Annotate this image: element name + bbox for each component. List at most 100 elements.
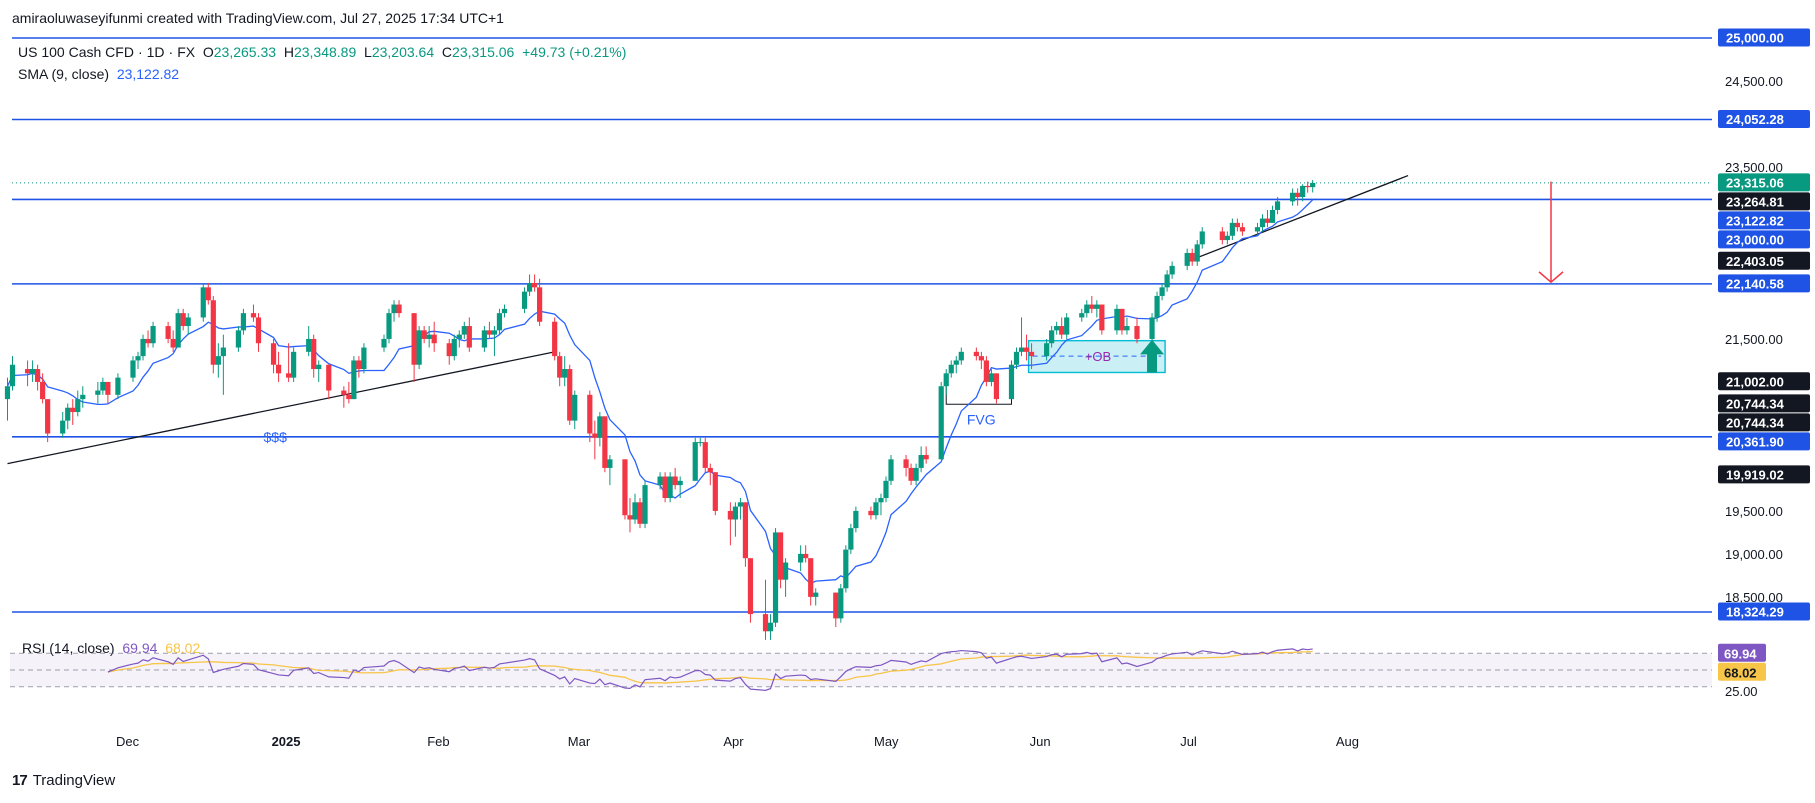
candle[interactable] [351,356,357,400]
candle[interactable] [1224,231,1230,245]
candle[interactable] [210,295,216,374]
candle[interactable] [170,330,176,352]
candle[interactable] [40,373,46,404]
candle[interactable] [918,446,924,473]
candle[interactable] [1094,300,1100,318]
candle[interactable] [1008,360,1015,400]
candle[interactable] [597,412,603,447]
candle[interactable] [642,480,648,529]
candle[interactable] [557,351,563,387]
candle[interactable] [953,356,959,374]
candle[interactable] [667,472,673,503]
candle[interactable] [883,476,889,503]
candle[interactable] [1295,188,1301,206]
candle[interactable] [200,283,206,322]
candle[interactable] [1300,184,1306,202]
candle[interactable] [562,356,568,387]
candle[interactable] [456,330,462,348]
candle[interactable] [1264,209,1271,228]
candle[interactable] [165,321,171,344]
candle[interactable] [531,274,538,292]
trendline[interactable] [1186,174,1409,263]
candle[interactable] [1079,308,1085,322]
candle[interactable] [180,308,186,331]
candle[interactable] [1259,214,1266,232]
candle[interactable] [175,308,181,348]
candle[interactable] [993,373,1000,404]
candle[interactable] [1234,218,1240,232]
sma-legend[interactable]: SMA (9, close) 23,122.82 [18,66,179,82]
candle[interactable] [727,502,733,546]
rsi-ma-line[interactable] [107,650,1313,684]
candle[interactable] [702,437,708,473]
candle[interactable] [1149,313,1155,344]
candle[interactable] [908,463,914,486]
candle[interactable] [913,463,919,486]
candle[interactable] [65,403,71,430]
candle[interactable] [1084,300,1090,318]
candle[interactable] [803,545,809,563]
candle[interactable] [4,377,11,421]
candle[interactable] [1189,248,1195,266]
candle[interactable] [9,356,16,391]
candle[interactable] [712,472,718,516]
candle[interactable] [501,304,508,318]
candle[interactable] [772,528,779,627]
candle[interactable] [215,343,221,378]
candle[interactable] [938,381,944,460]
candle[interactable] [1229,218,1235,241]
candle[interactable] [888,455,894,486]
candle[interactable] [637,498,643,529]
candle[interactable] [220,334,226,395]
candle[interactable] [150,321,156,348]
candle[interactable] [868,506,874,520]
candle[interactable] [491,326,498,357]
candle[interactable] [45,399,51,443]
candle[interactable] [416,326,422,370]
candle[interactable] [60,412,66,438]
candle[interactable] [747,558,754,623]
candle[interactable] [1099,304,1105,335]
candle[interactable] [948,360,954,378]
candle[interactable] [988,369,995,387]
candle[interactable] [632,493,638,524]
candle[interactable] [983,356,989,387]
candle[interactable] [95,381,101,404]
candle[interactable] [838,583,844,623]
symbol-name[interactable]: US 100 Cash CFD [18,44,134,60]
candle[interactable] [235,326,242,352]
candle[interactable] [923,446,929,464]
candle[interactable] [1119,308,1125,335]
candle[interactable] [1169,261,1175,279]
candle[interactable] [1159,283,1165,301]
candle[interactable] [130,356,136,382]
candle[interactable] [1184,248,1190,271]
candle[interactable] [291,347,297,382]
candle[interactable] [1114,304,1120,335]
candle[interactable] [662,472,668,503]
candle[interactable] [1059,317,1065,339]
candle[interactable] [35,364,41,391]
candle[interactable] [1194,240,1200,266]
candle[interactable] [145,330,151,348]
candle[interactable] [732,502,738,537]
candle[interactable] [306,326,312,357]
candle[interactable] [426,326,432,348]
candle[interactable] [446,338,452,365]
candle[interactable] [903,455,909,477]
candle[interactable] [782,558,789,597]
candle[interactable] [853,506,859,533]
candle[interactable] [1134,317,1140,344]
candle[interactable] [1054,321,1060,335]
candle[interactable] [833,592,839,627]
candle[interactable] [481,326,487,352]
candle[interactable] [843,545,849,593]
candle[interactable] [958,347,964,365]
candle[interactable] [602,416,608,473]
candle[interactable] [396,300,402,318]
candle[interactable] [496,308,503,335]
candle[interactable] [1028,343,1035,370]
candle[interactable] [873,498,879,520]
candle[interactable] [421,326,427,344]
candle[interactable] [572,390,578,430]
